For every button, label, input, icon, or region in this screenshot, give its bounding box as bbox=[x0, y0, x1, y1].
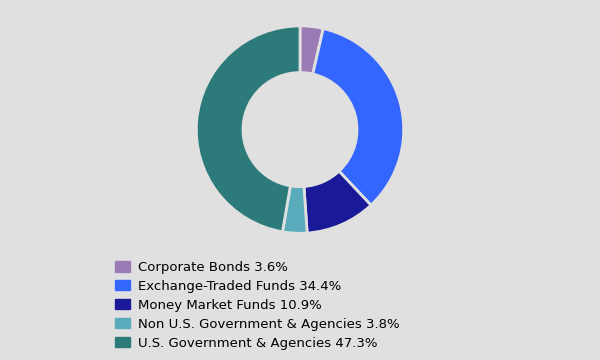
Wedge shape bbox=[304, 171, 371, 233]
Wedge shape bbox=[313, 28, 404, 205]
Legend: Corporate Bonds 3.6%, Exchange-Traded Funds 34.4%, Money Market Funds 10.9%, Non: Corporate Bonds 3.6%, Exchange-Traded Fu… bbox=[115, 261, 400, 350]
Wedge shape bbox=[300, 26, 323, 74]
Wedge shape bbox=[196, 26, 300, 232]
Wedge shape bbox=[283, 186, 307, 233]
